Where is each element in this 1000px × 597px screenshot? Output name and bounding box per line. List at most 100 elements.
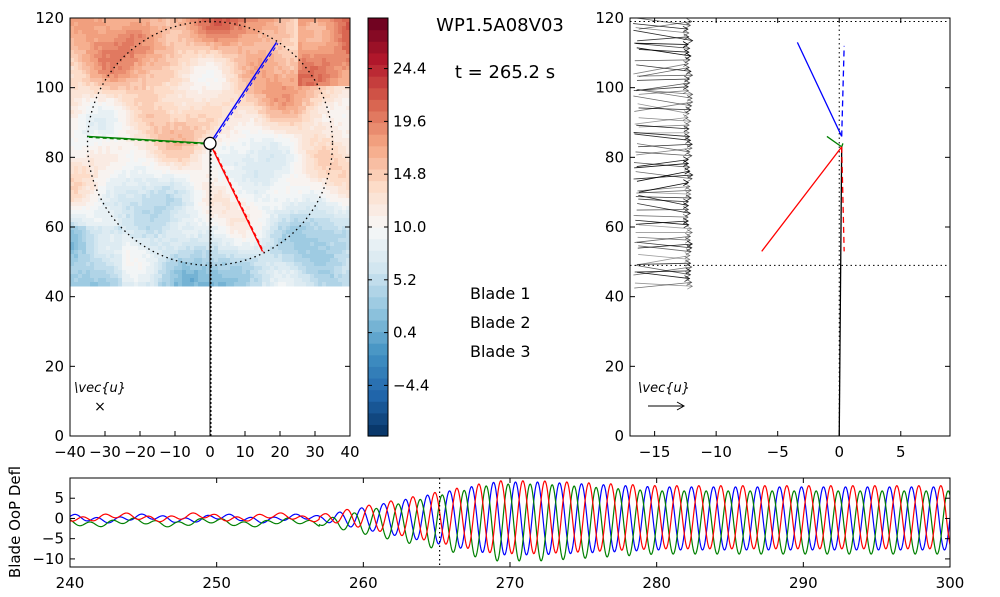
wind-arrow-head [683, 60, 690, 68]
blade-3-line [209, 143, 264, 252]
colorbar-level [368, 389, 388, 402]
time-x-tick-label: 250 [202, 574, 231, 592]
wind-arrow-head [683, 64, 690, 71]
blade-1-deflected-line [211, 43, 279, 145]
side-blade-1-projected-line [841, 45, 845, 137]
wind-arrow-head [682, 114, 689, 121]
wind-arrow-head [685, 106, 692, 114]
wind-arrow-head [687, 37, 694, 45]
colorbar-level [368, 296, 388, 309]
wind-arrow-shaft [634, 270, 691, 273]
wind-arrow-shaft [638, 255, 690, 266]
colorbar-level [368, 122, 388, 135]
wind-arrow-shaft [636, 78, 690, 81]
colorbar-level [368, 41, 388, 54]
time-x-tick-label: 290 [789, 574, 818, 592]
wind-arrow-head [684, 148, 691, 156]
wind-arrow-head [684, 275, 691, 282]
legend-entry-1: Blade 1 [470, 284, 531, 303]
wind-arrow-head [683, 33, 690, 41]
wind-arrow-shaft [638, 224, 692, 230]
colorbar-level [368, 76, 388, 89]
x-tick-label: 30 [305, 443, 324, 461]
time-x-tick-label: 240 [56, 574, 85, 592]
wind-arrow-head [686, 140, 693, 148]
wind-arrow-shaft [636, 89, 693, 95]
wind-arrow-head [687, 240, 693, 248]
side-x-tick-label: −5 [767, 443, 789, 461]
deflection-series-2 [70, 483, 950, 562]
wind-arrow-head [686, 175, 693, 183]
blade-3-deflected-line [211, 144, 265, 253]
side-x-tick-label: −10 [700, 443, 732, 461]
wind-arrow-shaft [636, 189, 692, 194]
colorbar-level [368, 412, 388, 425]
wind-arrow-head [685, 259, 692, 267]
wind-arrow-head [684, 56, 691, 64]
wind-arrow-head [685, 186, 692, 194]
wind-arrow-shaft [633, 95, 692, 107]
wind-arrow-head [682, 25, 689, 33]
wind-arrow-shaft [636, 209, 689, 211]
wind-arrow-head [686, 152, 693, 160]
wind-arrow-shaft [633, 132, 690, 137]
blade-legend: Blade 1 Blade 2 Blade 3 [470, 284, 531, 361]
wind-arrow-shaft [635, 151, 692, 157]
side-y-tick-label: 120 [595, 9, 624, 27]
y-tick-label: 40 [45, 288, 64, 306]
colorbar-level [368, 157, 388, 170]
y-tick-label: 0 [54, 427, 64, 445]
colorbar-level [368, 215, 388, 228]
wind-arrow-head [683, 125, 690, 133]
wind-arrow-head [682, 213, 689, 221]
side-view-plot [630, 18, 950, 436]
vector-arrow-head [676, 401, 686, 411]
wind-arrow-shaft [633, 215, 689, 218]
colorbar-tick-label: 19.6 [393, 112, 426, 130]
x-tick-label: −10 [159, 443, 191, 461]
time-x-tick-label: 280 [642, 574, 671, 592]
wind-arrow-shaft [638, 254, 690, 260]
defl-y-tick-label: 5 [54, 489, 64, 507]
wind-arrow-head [685, 209, 692, 217]
colorbar-level [368, 64, 388, 77]
vector-into-plane-symbol: × [94, 399, 106, 415]
wind-arrow-head [686, 102, 693, 110]
wind-arrow-head [685, 248, 692, 256]
legend-entry-3: Blade 3 [470, 342, 531, 361]
deflection-series-1 [70, 481, 950, 556]
side-y-tick-label: 40 [605, 288, 624, 306]
wind-arrow-head [685, 194, 692, 202]
colorbar-swatches [368, 18, 388, 437]
wind-arrow-shaft [634, 264, 691, 276]
wind-arrow-shaft [634, 282, 693, 287]
side-tower-line [838, 146, 843, 436]
wind-arrow-head [684, 183, 691, 190]
wind-arrow-shaft [636, 159, 689, 167]
wind-arrow-head [687, 91, 694, 98]
wind-arrow-shaft [633, 174, 693, 180]
wind-arrow-shaft [633, 29, 693, 42]
wind-arrow-shaft [636, 170, 690, 182]
wind-arrow-shaft [634, 235, 691, 243]
wind-arrow-shaft [636, 241, 692, 249]
blade-2-line [87, 135, 211, 145]
colorbar-ticks: 24.4 19.6 14.8 10.0 5.2 0.4 −4.4 [368, 60, 429, 394]
colorbar-level [368, 180, 388, 193]
defl-y-tick-label: −10 [32, 550, 64, 568]
y-tick-label: 80 [45, 148, 64, 166]
wind-arrow-shaft [638, 67, 690, 77]
x-tick-label: −20 [124, 443, 156, 461]
wind-arrow-head [685, 21, 692, 29]
defl-y-tick-label: −5 [42, 530, 64, 548]
x-tick-label: 10 [235, 443, 254, 461]
time-x-tick-label: 300 [936, 574, 965, 592]
blade-1-line [209, 41, 278, 144]
wind-arrow-shaft [636, 47, 691, 57]
time-x-tick-label: 260 [349, 574, 378, 592]
wind-arrow-shaft [636, 18, 691, 26]
wind-arrow-shaft [638, 124, 690, 128]
colorbar-level [368, 273, 388, 286]
wind-arrow-head [686, 94, 693, 102]
colorbar-tick-label: 0.4 [393, 324, 417, 342]
